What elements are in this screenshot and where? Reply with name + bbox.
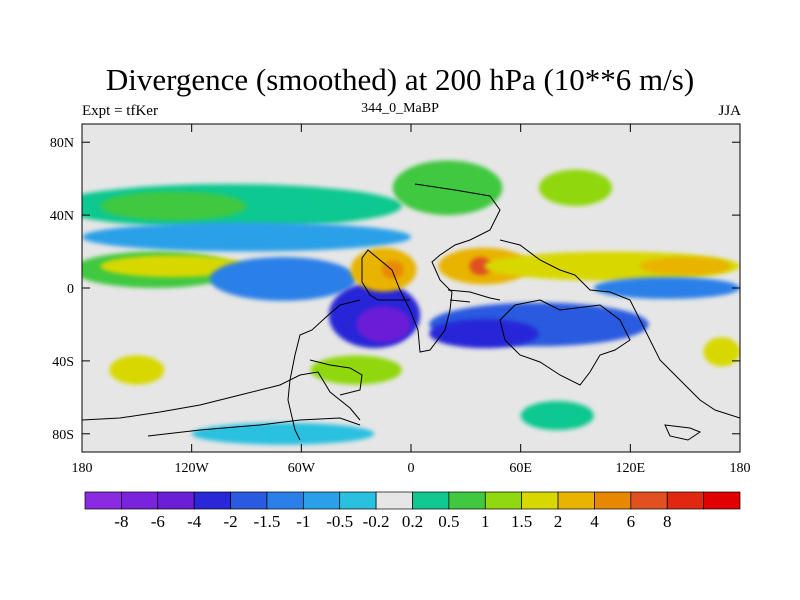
colorbar-swatch-14	[594, 491, 632, 510]
field-region-2	[82, 222, 411, 252]
field-region-9	[381, 260, 404, 279]
x-tick-label: 120W	[175, 461, 210, 476]
colorbar-swatch-6	[302, 491, 341, 510]
colorbar-label: 6	[627, 512, 636, 531]
colorbar-label: -4	[187, 512, 202, 531]
colorbar-label: -1.5	[253, 512, 280, 531]
colorbar-swatch-5	[266, 491, 304, 510]
colorbar-swatch-1	[121, 491, 159, 510]
field-region-15	[429, 318, 539, 349]
colorbar-label: -1	[296, 512, 310, 531]
colorbar-label: 1.5	[511, 512, 532, 531]
colorbar-label: 4	[590, 512, 599, 531]
coastline-outlines	[82, 183, 740, 441]
field-region-19	[520, 400, 594, 431]
field-region-16	[593, 277, 740, 299]
colorbar: -8 -6 -4 -2 -1.5 -1 -0.5 -0.2 0.2 0.5 1 1.5 2 4 6 8	[84, 491, 741, 531]
colorbar-label: 0.5	[438, 512, 459, 531]
colorbar-swatch-16	[666, 491, 704, 510]
colorbar-swatch-10	[448, 491, 486, 510]
map-title: Divergence (smoothed) at 200 hPa (10**6 …	[105, 62, 695, 97]
coastline-nz	[664, 424, 702, 441]
y-tick-label: 0	[67, 282, 74, 297]
field-region-18	[310, 355, 402, 385]
y-tick-label: 80N	[50, 136, 74, 151]
colorbar-label: 8	[663, 512, 672, 531]
run-id-label: 344_0_MaBP	[361, 101, 439, 116]
field-region-1	[100, 191, 247, 221]
colorbar-label: -8	[114, 512, 128, 531]
field-region-4	[100, 255, 247, 278]
colorbar-swatch-15	[630, 491, 668, 510]
colorbar-swatch-13	[557, 491, 595, 510]
coastline-antarctica	[82, 371, 361, 437]
coastline-south-america	[287, 299, 361, 441]
field-region-20	[191, 422, 375, 445]
colorbar-swatch-11	[484, 491, 523, 510]
experiment-label: Expt = tfKer	[82, 103, 158, 119]
y-tick-label: 80S	[52, 428, 74, 443]
y-tick-label: 40S	[52, 355, 74, 370]
x-tick-label: 180	[730, 461, 751, 476]
x-tick-label: 0	[408, 461, 415, 476]
colorbar-label: 2	[554, 512, 563, 531]
colorbar-label: -2	[223, 512, 237, 531]
plot-area: 180 120W 60W 0 60E 120E 180 80N 40N 0 40S 80S	[50, 123, 751, 476]
field-region-5	[209, 257, 357, 301]
x-tick-label: 120E	[616, 461, 646, 476]
x-tick-label: 180	[72, 461, 93, 476]
axis-ticks: 180 120W 60W 0 60E 120E 180 80N 40N 0 40S 80S	[50, 124, 751, 476]
colorbar-label: -6	[151, 512, 165, 531]
colorbar-swatch-3	[193, 491, 231, 510]
colorbar-swatch-12	[521, 491, 559, 510]
colorbar-swatch-17	[703, 491, 741, 510]
x-tick-label: 60E	[509, 461, 532, 476]
colorbar-swatch-9	[412, 491, 450, 510]
y-tick-label: 40N	[50, 209, 74, 224]
field-region-11	[469, 257, 492, 276]
field-region-13	[639, 257, 731, 276]
field-region-23	[538, 169, 613, 206]
divergence-field	[82, 160, 740, 445]
field-region-22	[392, 160, 503, 216]
colorbar-swatch-4	[230, 491, 268, 510]
colorbar-swatch-8	[375, 491, 413, 510]
coastline-australia	[499, 299, 631, 386]
colorbar-swatch-2	[157, 491, 195, 510]
colorbar-swatch-7	[339, 491, 377, 510]
x-tick-label: 60W	[288, 461, 316, 476]
colorbar-label: -0.2	[363, 512, 390, 531]
coastline-patagonia	[309, 359, 363, 396]
coastline-asia	[499, 239, 740, 419]
colorbar-label: 0.2	[402, 512, 423, 531]
colorbar-label: 1	[481, 512, 490, 531]
colorbar-swatch-0	[84, 491, 122, 510]
field-region-17	[109, 355, 165, 385]
colorbar-label: -0.5	[326, 512, 353, 531]
field-region-21	[703, 337, 740, 367]
coastline-arabia	[447, 289, 501, 303]
field-region-7	[356, 306, 412, 343]
season-label: JJA	[718, 103, 741, 119]
coastline-africa-europe	[361, 183, 501, 353]
